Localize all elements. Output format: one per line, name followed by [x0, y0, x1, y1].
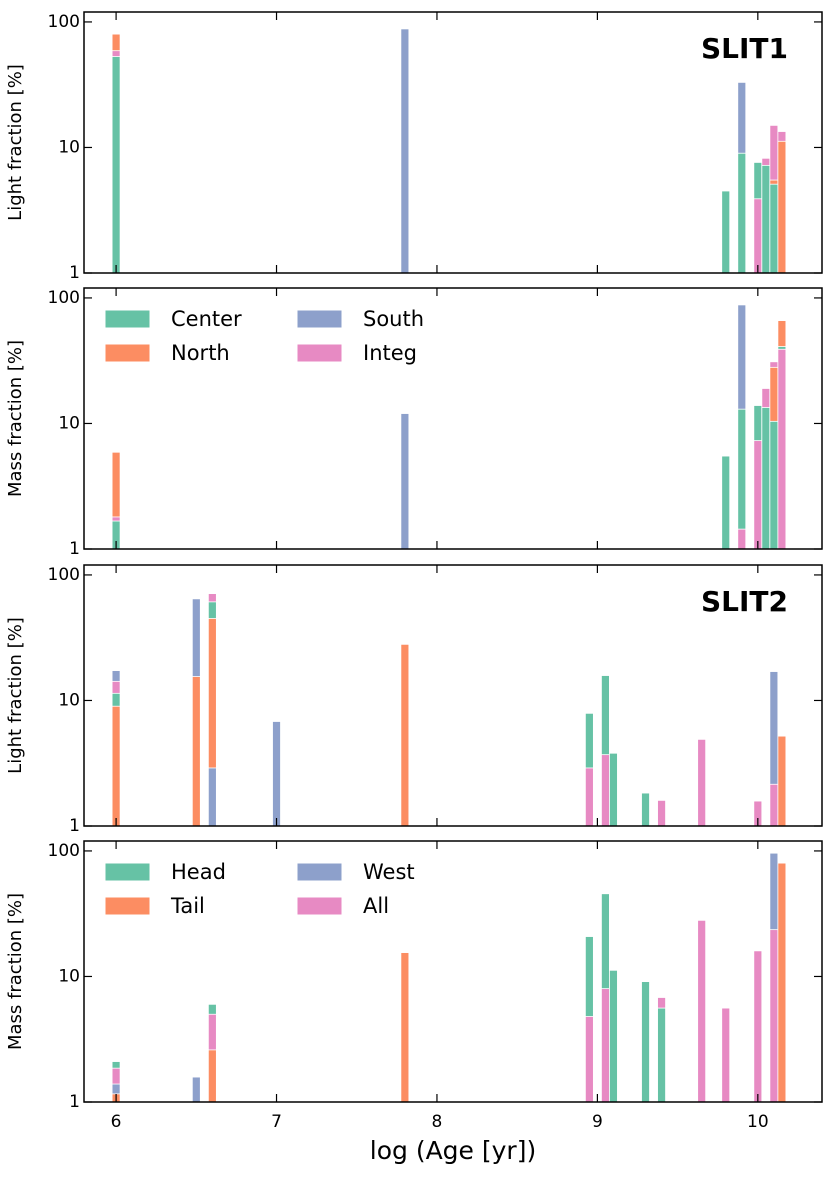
bar — [400, 28, 410, 274]
bar — [777, 862, 787, 1103]
bar — [400, 643, 410, 827]
bar — [207, 767, 217, 827]
plot-frame — [83, 287, 823, 550]
bar — [609, 969, 618, 1103]
bar — [777, 140, 787, 274]
x-tick-label: 6 — [111, 1112, 122, 1132]
y-axis-label: Mass fraction [%] — [5, 893, 26, 1050]
legend-label: Tail — [170, 894, 205, 918]
legend-label: Center — [171, 307, 242, 331]
bar — [777, 348, 787, 550]
bar — [584, 1016, 594, 1103]
bar — [721, 1007, 731, 1103]
y-tick-label: 100 — [48, 841, 80, 861]
y-tick-label: 10 — [58, 966, 80, 986]
legend-label: All — [363, 894, 389, 918]
bar — [761, 407, 771, 550]
bar — [769, 420, 779, 550]
bar — [111, 705, 121, 827]
legend-swatch — [296, 309, 343, 329]
y-axis-label: Light fraction [%] — [5, 617, 26, 774]
legend-swatch — [104, 896, 151, 916]
bar — [641, 981, 650, 1103]
y-tick-label: 100 — [48, 288, 80, 308]
panel-label: SLIT2 — [701, 585, 788, 618]
legend-swatch — [104, 309, 151, 329]
bar — [601, 754, 610, 827]
y-axis-label: Mass fraction [%] — [5, 340, 26, 497]
bar — [769, 929, 779, 1103]
bar — [737, 152, 747, 274]
legend-label: South — [363, 307, 424, 331]
y-tick-label: 1 — [69, 263, 80, 283]
bar — [737, 528, 747, 550]
y-tick-label: 1 — [69, 1092, 80, 1112]
x-tick-label: 9 — [592, 1112, 603, 1132]
bar — [753, 440, 763, 550]
y-tick-label: 100 — [48, 12, 80, 32]
bar — [697, 919, 707, 1103]
y-tick-label: 1 — [69, 816, 80, 836]
bar — [769, 783, 779, 827]
bar — [761, 164, 771, 274]
legend-swatch — [296, 896, 343, 916]
bar — [657, 1007, 666, 1103]
bar — [753, 950, 763, 1103]
x-tick-label: 10 — [747, 1112, 769, 1132]
legend-label: Integ — [363, 341, 417, 365]
bar — [400, 413, 410, 550]
bar — [721, 190, 731, 274]
bar — [207, 1049, 217, 1103]
plot-frame — [83, 840, 823, 1103]
bar — [400, 952, 410, 1103]
plot-frame — [83, 11, 823, 274]
bar — [191, 1076, 201, 1103]
x-tick-label: 8 — [432, 1112, 443, 1132]
x-tick-label: 7 — [271, 1112, 282, 1132]
bar — [111, 56, 121, 274]
legend-swatch — [104, 862, 151, 882]
bar — [609, 752, 618, 827]
plot-frame — [83, 564, 823, 827]
legend-swatch — [296, 343, 343, 363]
bar — [737, 408, 747, 550]
bar — [601, 988, 610, 1103]
bar — [641, 792, 650, 827]
bar — [769, 183, 779, 274]
legend-label: North — [171, 341, 230, 365]
bar — [272, 721, 281, 827]
y-tick-label: 10 — [58, 690, 80, 710]
legend-label: Head — [171, 860, 226, 884]
bar — [721, 455, 731, 550]
legend-label: West — [363, 860, 415, 884]
y-axis-label: Light fraction [%] — [5, 64, 26, 221]
bar — [697, 738, 707, 827]
bar — [584, 767, 594, 827]
y-tick-label: 10 — [58, 413, 80, 433]
y-tick-label: 100 — [48, 565, 80, 585]
y-tick-label: 1 — [69, 539, 80, 559]
bar — [753, 198, 763, 274]
y-tick-label: 10 — [58, 137, 80, 157]
legend-swatch — [104, 343, 151, 363]
legend-swatch — [296, 862, 343, 882]
bar — [657, 799, 666, 827]
x-axis-label: log (Age [yr]) — [370, 1136, 536, 1165]
panel-label: SLIT1 — [701, 32, 788, 65]
bar — [777, 735, 787, 827]
bar — [191, 676, 201, 827]
